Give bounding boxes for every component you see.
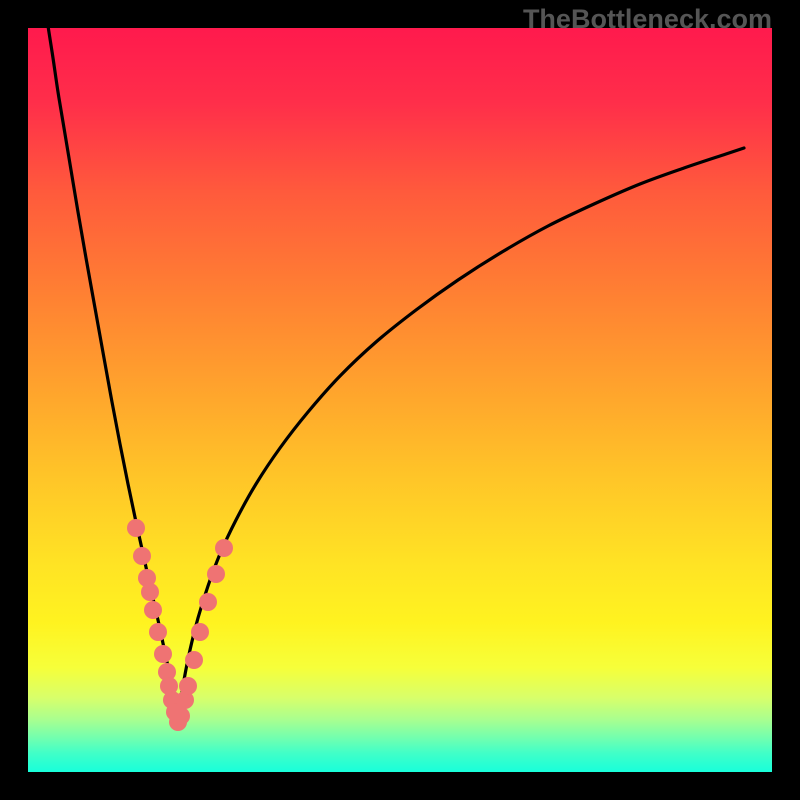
data-marker: [144, 601, 162, 619]
data-marker: [199, 593, 217, 611]
data-marker: [127, 519, 145, 537]
data-markers-layer: [28, 28, 772, 772]
watermark-text: TheBottleneck.com: [523, 4, 772, 35]
data-marker: [185, 651, 203, 669]
plot-area: [28, 28, 772, 772]
data-marker: [179, 677, 197, 695]
data-marker: [191, 623, 209, 641]
data-marker: [149, 623, 167, 641]
data-marker: [141, 583, 159, 601]
data-marker: [172, 707, 190, 725]
data-marker: [215, 539, 233, 557]
data-marker: [154, 645, 172, 663]
data-marker: [207, 565, 225, 583]
chart-container: TheBottleneck.com: [0, 0, 800, 800]
data-marker: [133, 547, 151, 565]
